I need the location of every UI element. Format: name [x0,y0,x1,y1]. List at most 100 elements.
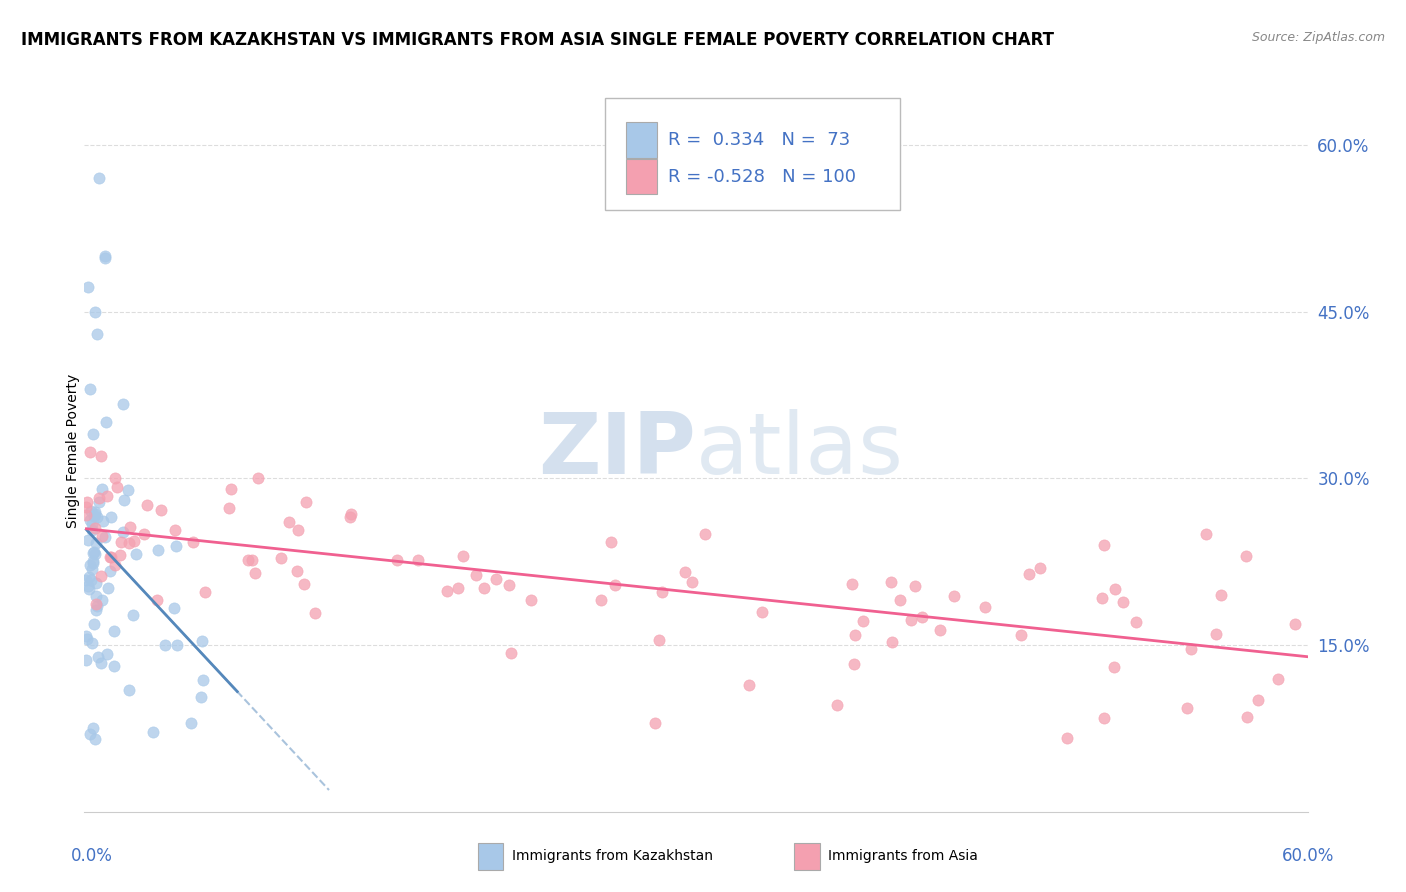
Point [90,529,112,543]
Point [89,494,111,508]
Point [83,521,105,535]
Point [87,171,110,186]
Point [79,513,101,527]
Point [134,526,156,541]
Point [75,652,97,666]
Point [165,539,187,553]
Text: Source: ZipAtlas.com: Source: ZipAtlas.com [1251,31,1385,45]
Point [94,530,117,544]
Point [278,515,301,529]
Point [1267,672,1289,686]
Point [98,549,121,564]
Point [644,715,666,730]
Point [86,589,108,603]
Point [499,647,522,661]
Point [498,578,520,592]
Point [80,636,103,650]
Point [125,548,148,562]
Point [77,570,100,584]
Text: Immigrants from Asia: Immigrants from Asia [828,849,979,863]
Point [973,599,995,614]
Point [1175,701,1198,715]
Point [451,549,474,563]
Point [84,575,107,590]
Point [82,427,104,442]
Point [246,471,269,485]
Point [385,552,408,566]
Point [111,396,134,410]
Point [1209,589,1232,603]
Point [238,553,260,567]
Point [80,516,103,531]
Point [87,649,110,664]
Point [82,546,104,560]
Text: R =  0.334   N =  73: R = 0.334 N = 73 [668,131,851,149]
Point [82,556,104,570]
Point [98,564,121,578]
Point [94,252,117,266]
Point [436,584,458,599]
Point [194,585,217,599]
Point [1180,642,1202,657]
Point [181,535,204,549]
Point [1246,693,1268,707]
Point [904,579,927,593]
Point [180,715,202,730]
Point [83,545,105,559]
Point [191,633,214,648]
Point [882,634,904,648]
Point [76,495,98,509]
Point [90,656,112,670]
Point [751,605,773,619]
Text: 60.0%: 60.0% [1281,847,1334,865]
Point [124,534,146,549]
Point [1125,615,1147,629]
Point [406,553,429,567]
Point [117,536,139,550]
Point [82,554,104,568]
Point [83,616,105,631]
Point [83,507,105,521]
Point [841,577,863,591]
Point [77,533,100,547]
Point [1102,659,1125,673]
Point [100,550,122,565]
Point [1010,628,1032,642]
Point [142,724,165,739]
Point [86,509,108,524]
Point [80,523,103,537]
Point [118,519,141,533]
Point [1236,710,1258,724]
Point [270,551,292,566]
Point [295,494,318,508]
Point [844,627,866,641]
Point [118,682,141,697]
Point [1104,582,1126,596]
Point [148,543,170,558]
Point [150,503,173,517]
Point [86,326,108,341]
Point [79,727,101,741]
Point [447,581,470,595]
Point [472,581,495,595]
Point [1092,538,1115,552]
Point [79,444,101,458]
Point [889,593,911,607]
Text: ZIP: ZIP [538,409,696,492]
Y-axis label: Single Female Poverty: Single Female Poverty [66,374,80,527]
Point [599,535,621,549]
Point [146,593,169,607]
Point [90,569,112,583]
Point [693,527,716,541]
Point [589,593,612,607]
Point [1284,617,1306,632]
Point [339,510,361,524]
Point [135,498,157,512]
Point [91,514,114,528]
Point [191,673,214,687]
Point [79,573,101,587]
Point [96,647,118,661]
Point [292,577,315,591]
Point [87,491,110,505]
Point [153,638,176,652]
